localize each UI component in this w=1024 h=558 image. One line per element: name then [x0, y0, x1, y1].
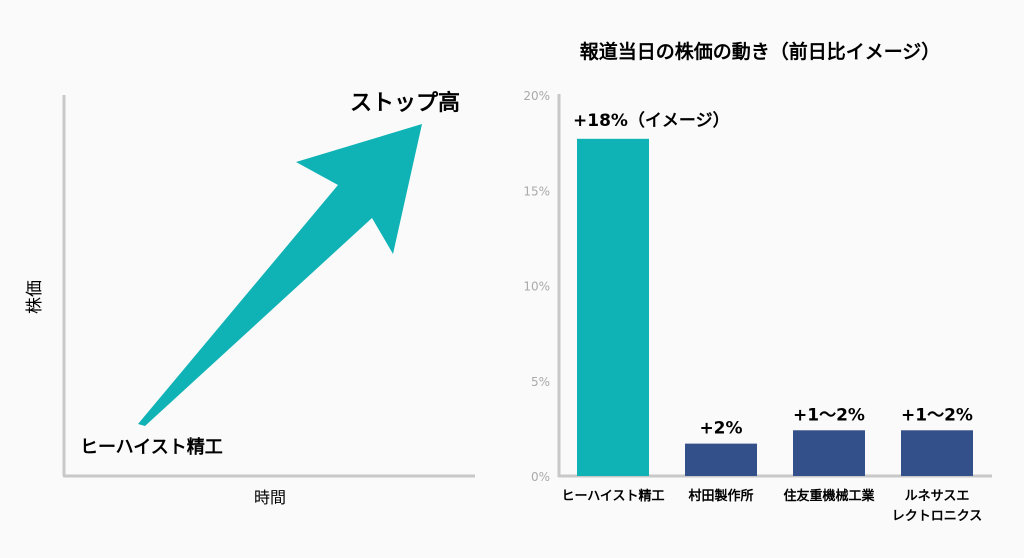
category-label: ルネサスエ [905, 489, 970, 504]
bar [901, 430, 973, 476]
y-tick-label: 15% [523, 184, 550, 198]
left-ylabel: 株価 [25, 280, 45, 314]
bar [685, 443, 757, 476]
left-xlabel: 時間 [254, 488, 286, 507]
bar [793, 430, 865, 476]
data-label: +2% [699, 419, 742, 439]
data-label: +1〜2% [901, 405, 973, 425]
start-label: ヒーハイスト精工 [80, 436, 223, 458]
data-label: +1〜2% [793, 405, 865, 425]
y-tick-label: 20% [523, 89, 550, 103]
category-label: レクトロニクス [892, 509, 983, 524]
data-label: +18%（イメージ） [573, 110, 730, 131]
bar-chart: 報道当日の株価の動き（前日比イメージ） 0% 5% 10% 15% 20% +18%（イ… [523, 40, 992, 524]
category-label: ヒーハイスト精工 [561, 488, 664, 504]
left-panel: 株価 時間 ヒーハイスト精工 ストップ高 [25, 90, 475, 507]
chart-title: 報道当日の株価の動き（前日比イメージ） [580, 40, 941, 63]
rising-arrow-icon [138, 124, 422, 426]
category-label: 村田製作所 [688, 488, 753, 504]
y-tick-label: 0% [531, 470, 550, 484]
y-tick-label: 5% [531, 375, 550, 389]
end-label: ストップ高 [350, 90, 460, 116]
bar [577, 138, 649, 476]
y-tick-label: 10% [523, 280, 550, 294]
category-label: 住友重機械工業 [783, 488, 875, 504]
